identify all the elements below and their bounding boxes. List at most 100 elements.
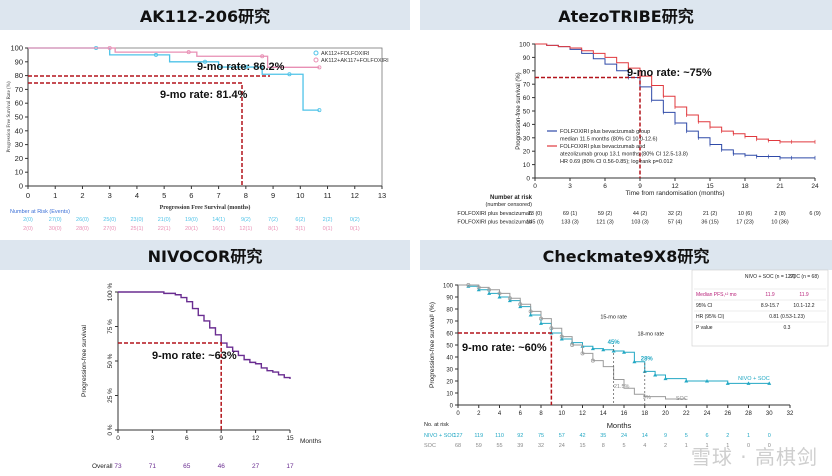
censor-mark (559, 337, 564, 341)
risk-cell: 30(0) (49, 226, 62, 232)
y-tick-label: 30 (15, 140, 23, 149)
table-row-label: Median PFS,¹² mo (696, 292, 737, 298)
x-tick-label: 22 (683, 411, 690, 417)
annotation-86: 9-mo rate: 86.2% (197, 61, 285, 73)
censor-mark (549, 326, 554, 331)
chart-checkmate9x8: 0 2 4 6 8 10 12 14 16 18 20 22 24 26 28 30 3201020304050… (424, 269, 829, 449)
x-tick-label: 10 (296, 191, 304, 200)
panel-ak112: AK112-206研究 0 1 2 3 4 5 6 7 8 9 10 11 12 13 0 10 20 30 40 5… (0, 0, 410, 238)
series-label-nivo: NIVO + SOC (738, 376, 770, 382)
rate-value-28: 28% (641, 357, 654, 363)
risk-cell: 6 (705, 433, 708, 439)
risk-cell: 3(1) (295, 226, 305, 232)
table-header: NIVO + SOC (n = 127) (745, 274, 796, 280)
y-tick-label: 0 (526, 176, 530, 183)
x-tick-label: 9 (271, 191, 275, 200)
panel-nivocor: NIVOCOR研究 0 3 6 9 12 15 0 % 25 % 50 % 75 % 100 % Mo… (0, 240, 410, 476)
risk-cell: 8 (602, 443, 605, 449)
legend-label: AK112+AK117+FOLFOXIRI (321, 58, 389, 64)
risk-cell: 20(1) (185, 226, 198, 232)
x-tick-label: 32 (787, 411, 794, 417)
y-tick-label: 50 (523, 109, 531, 116)
risk-cell: 73 (0) (528, 211, 543, 217)
risk-cell: 73 (114, 463, 122, 470)
risk-cell: 26(0) (76, 217, 89, 223)
rate-value-21: 21.5% (614, 384, 630, 390)
table-row-label: P value (696, 325, 713, 331)
annotation-81: 9-mo rate: 81.4% (160, 89, 248, 101)
risk-cell: 0 (768, 433, 771, 439)
series-line-1 (535, 43, 815, 143)
x-tick-label: 30 (766, 411, 773, 417)
y-tick-label: 100 (443, 284, 454, 290)
y-tick-label: 30 (523, 135, 531, 142)
y-tick-label: 20 (523, 149, 531, 156)
rate-value-9: 9% (643, 395, 651, 401)
censor-mark (287, 72, 292, 77)
y-axis-label: Progression-free survival¹ (%) (429, 302, 436, 388)
y-tick-label: 80 (523, 68, 531, 75)
y-tick-label: 50 % (107, 353, 114, 368)
risk-cell: 59 (2) (598, 211, 613, 217)
table-header: SOC (n = 68) (789, 274, 819, 280)
censor-mark (632, 359, 637, 364)
y-tick-label: 50 (15, 113, 23, 122)
table-cell: 11.9 (765, 292, 775, 298)
y-tick-label: 10 (446, 392, 453, 398)
censor-mark (476, 287, 481, 292)
x-tick-label: 24 (704, 411, 711, 417)
rate-label-15: 15-mo rate (600, 315, 627, 321)
x-tick-label: 21 (776, 183, 784, 190)
risk-cell: 21 (2) (703, 211, 718, 217)
risk-row-label: FOLFOXIRI plus bevacizumab (457, 220, 532, 226)
censor-mark (590, 346, 595, 351)
panel-checkmate9x8: Checkmate9X8研究 0 2 4 6 8 10 12 14 16 18 20 22 24 26 28… (420, 240, 832, 476)
censor-mark (622, 350, 626, 354)
risk-cell: 27 (252, 463, 260, 470)
x-tick-label: 1 (53, 191, 57, 200)
table-cell: 10.1-12.2 (793, 303, 814, 309)
chart-atezotribe: 0 3 6 9 12 15 18 21 24 0 10 20 30 40 50 60 70 80 90 100 Time… (457, 42, 820, 226)
y-tick-label: 100 (519, 42, 530, 49)
risk-row-label: SOC (424, 443, 436, 449)
x-tick-label: 0 (116, 435, 120, 442)
x-tick-label: 6 (519, 411, 523, 417)
legend-line: FOLFOXIRI plus bevacizumab and (560, 144, 645, 150)
censor-mark (725, 381, 730, 385)
x-tick-label: 0 (456, 411, 460, 417)
rate-value-45: 45% (608, 340, 621, 346)
censor-mark (528, 313, 533, 317)
series-line-0 (118, 291, 291, 379)
x-tick-label: 18 (741, 183, 749, 190)
risk-cell: 17 (23) (736, 220, 754, 226)
panel-title-atezotribe: AtezoTRIBE研究 (420, 0, 832, 30)
risk-cell: 92 (517, 433, 523, 439)
series-label-soc: SOC (676, 396, 688, 402)
x-tick-label: 8 (244, 191, 248, 200)
risk-cell: 8(1) (268, 226, 278, 232)
risk-cell: 10 (6) (738, 211, 753, 217)
guide-line-75 (535, 76, 641, 178)
y-tick-label: 40 (446, 356, 453, 362)
censor-mark (580, 351, 585, 356)
series-line-1 (28, 47, 320, 68)
risk-cell: 23(0) (131, 217, 144, 223)
risk-cell: 6(2) (295, 217, 305, 223)
x-tick-label: 12 (351, 191, 359, 200)
risk-cell: 2 (664, 443, 667, 449)
y-tick-label: 20 (15, 154, 23, 163)
y-tick-label: 60 (446, 332, 453, 338)
censor-mark (497, 295, 502, 299)
risk-cell: 57 (559, 433, 565, 439)
y-tick-label: 70 (523, 82, 531, 89)
risk-cell: 2(0) (23, 226, 33, 232)
risk-cell: 2 (8) (774, 211, 785, 217)
risk-cell: 27(0) (103, 226, 116, 232)
x-tick-label: 12 (671, 183, 679, 190)
censor-mark (539, 321, 543, 325)
x-tick-label: 6 (189, 191, 193, 200)
x-tick-label: 16 (621, 411, 628, 417)
risk-cell: 24 (559, 443, 565, 449)
series-line-1 (458, 284, 687, 400)
risk-cell: 71 (149, 463, 157, 470)
